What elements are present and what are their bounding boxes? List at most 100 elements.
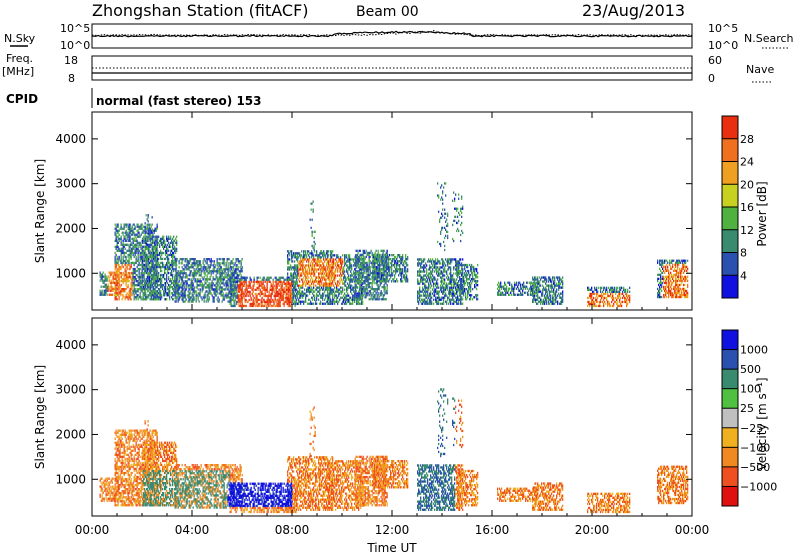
range-time-cell	[139, 263, 141, 267]
range-time-cell	[354, 300, 356, 303]
range-time-cell	[241, 268, 243, 271]
range-time-cell	[115, 269, 117, 273]
range-time-cell	[308, 276, 310, 279]
range-time-cell	[363, 249, 365, 252]
range-time-cell	[256, 280, 258, 283]
range-time-cell	[389, 272, 391, 275]
range-time-cell	[124, 239, 126, 242]
range-time-cell	[168, 290, 170, 293]
range-time-cell	[123, 225, 125, 228]
range-time-cell	[219, 278, 221, 281]
range-time-cell	[168, 284, 170, 287]
range-time-cell	[361, 292, 363, 295]
range-time-cell	[176, 247, 178, 250]
range-time-cell	[370, 296, 372, 299]
cpid-text: normal (fast stereo) 153	[96, 94, 262, 108]
range-time-cell	[255, 288, 257, 291]
range-time-cell	[216, 258, 218, 261]
range-time-cell	[180, 270, 182, 273]
range-time-cell	[248, 282, 250, 285]
range-time-cell	[310, 274, 312, 277]
range-time-cell	[303, 282, 305, 285]
range-time-cell	[335, 274, 337, 277]
range-time-cell	[280, 290, 282, 293]
range-time-cell	[204, 274, 206, 277]
range-time-cell	[151, 278, 153, 281]
range-time-cell	[314, 272, 316, 275]
range-time-cell	[241, 300, 243, 304]
range-time-cell	[206, 296, 208, 299]
range-time-cell	[289, 258, 291, 261]
range-time-cell	[388, 260, 390, 263]
range-time-cell	[204, 266, 206, 269]
range-time-cell	[337, 262, 339, 265]
range-time-cell	[399, 266, 401, 269]
range-time-cell	[131, 276, 133, 279]
range-time-cell	[223, 268, 225, 271]
range-time-cell	[142, 247, 144, 250]
range-time-cell	[149, 261, 151, 265]
range-time-cell	[145, 247, 147, 250]
range-time-cell	[191, 264, 193, 267]
range-time-cell	[287, 304, 289, 308]
range-time-cell	[327, 266, 329, 269]
range-time-cell	[163, 276, 165, 279]
range-time-cell	[133, 223, 135, 226]
range-time-cell	[212, 264, 214, 267]
range-time-cell	[116, 223, 118, 226]
range-time-cell	[265, 288, 267, 291]
range-time-cell	[121, 251, 123, 255]
range-time-cell	[246, 292, 248, 296]
range-time-cell	[237, 294, 239, 298]
range-time-cell	[127, 235, 129, 238]
range-time-cell	[182, 296, 184, 299]
range-time-cell	[277, 294, 279, 298]
range-time-cell	[263, 284, 265, 287]
range-time-cell	[259, 276, 261, 279]
range-time-cell	[314, 270, 316, 273]
range-time-cell	[287, 256, 289, 259]
range-time-cell	[128, 271, 130, 275]
range-time-cell	[115, 227, 117, 230]
range-time-cell	[333, 284, 335, 287]
range-time-cell	[331, 256, 333, 259]
range-time-cell	[165, 253, 167, 257]
range-time-cell	[195, 260, 197, 263]
range-time-cell	[285, 298, 287, 302]
range-time-cell	[323, 294, 325, 297]
range-time-cell	[151, 255, 153, 259]
range-time-cell	[107, 275, 109, 278]
range-time-cell	[229, 282, 231, 285]
range-time-cell	[129, 267, 131, 271]
range-time-cell	[116, 235, 118, 238]
range-time-cell	[340, 276, 342, 279]
range-time-cell	[210, 262, 212, 265]
range-time-cell	[382, 258, 384, 261]
range-time-cell	[216, 264, 218, 267]
range-time-cell	[192, 294, 194, 297]
range-time-cell	[174, 255, 176, 259]
range-time-cell	[184, 276, 186, 279]
range-time-cell	[344, 258, 346, 261]
range-time-cell	[190, 264, 192, 267]
range-time-cell	[157, 257, 159, 261]
range-time-cell	[348, 294, 350, 297]
range-time-cell	[178, 294, 180, 297]
range-time-cell	[273, 294, 275, 298]
range-time-cell	[139, 245, 141, 248]
range-time-cell	[221, 262, 223, 265]
freq-tick-bottom: 8	[68, 72, 75, 85]
range-time-cell	[197, 268, 199, 271]
nsearch-trace	[91, 30, 693, 37]
range-time-cell	[218, 278, 220, 281]
range-time-cell	[259, 290, 261, 293]
range-time-cell	[181, 262, 183, 265]
range-time-cell	[147, 223, 149, 226]
range-time-cell	[342, 280, 344, 283]
range-time-cell	[256, 294, 258, 298]
range-time-cell	[130, 229, 132, 232]
range-time-cell	[156, 245, 158, 248]
range-time-cell	[328, 250, 330, 253]
range-time-cell	[151, 286, 153, 289]
range-time-cell	[145, 261, 147, 265]
